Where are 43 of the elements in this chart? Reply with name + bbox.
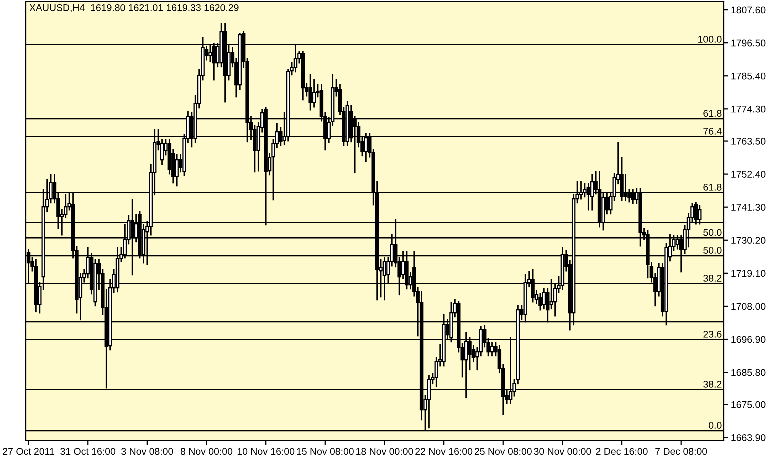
candlestick — [586, 183, 591, 211]
annotation: 61.8 — [704, 184, 722, 191]
annotation: 23.6 — [704, 331, 722, 338]
y-tick-label: 1708.00 — [732, 303, 766, 310]
x-tick-label: 18 Nov 00:00 — [356, 448, 414, 456]
annotation: 100.0 — [698, 36, 722, 43]
x-tick-label: 30 Nov 00:00 — [534, 448, 592, 456]
annotation: 0.0 — [709, 422, 722, 429]
y-tick-label: 1719.10 — [732, 270, 766, 278]
chart-title: XAUUSD,H4 1619.80 1621.01 1619.33 1620.29 — [30, 4, 239, 12]
x-tick-label: 27 Oct 2011 — [3, 448, 54, 456]
x-tick-label: 15 Nov 08:00 — [297, 448, 354, 456]
annotation: 76.4 — [704, 128, 722, 135]
candlestick — [542, 288, 546, 310]
candlestick — [308, 74, 312, 111]
x-tick-label: 22 Nov 16:00 — [416, 448, 473, 456]
x-tick-label: 31 Oct 16:00 — [60, 448, 116, 456]
y-tick-label: 1741.30 — [732, 204, 766, 211]
annotation: 50.0 — [704, 247, 722, 254]
annotation: 61.8 — [704, 110, 722, 118]
candlestick — [583, 183, 587, 198]
annotation: 38.2 — [704, 381, 722, 388]
x-tick-label: 3 Nov 08:00 — [122, 448, 174, 456]
x-tick-label: 2 Dec 16:00 — [596, 448, 648, 456]
y-tick-label: 1796.50 — [732, 40, 766, 47]
y-tick-label: 1685.80 — [732, 369, 766, 376]
y-tick-label: 1675.00 — [732, 401, 766, 408]
x-tick-label: 25 Nov 08:00 — [474, 448, 532, 456]
y-tick-label: 1696.90 — [732, 336, 766, 344]
y-tick-label: 1763.50 — [732, 138, 766, 145]
y-tick-label: 1752.40 — [732, 171, 766, 178]
y-tick-label: 1774.30 — [732, 106, 766, 113]
candlestick — [312, 79, 316, 108]
annotation: 38.2 — [704, 275, 722, 282]
y-tick-label: 1807.60 — [732, 6, 766, 14]
y-tick-label: 1730.20 — [732, 237, 766, 244]
y-tick-label: 1785.40 — [732, 72, 766, 80]
x-tick-label: 10 Nov 16:00 — [238, 448, 295, 456]
x-tick-label: 8 Nov 00:00 — [180, 448, 233, 456]
candlestick — [175, 154, 179, 187]
y-tick-label: 1663.90 — [732, 434, 766, 442]
annotation: 50.0 — [704, 229, 722, 236]
x-tick-label: 7 Dec 08:00 — [656, 448, 708, 456]
